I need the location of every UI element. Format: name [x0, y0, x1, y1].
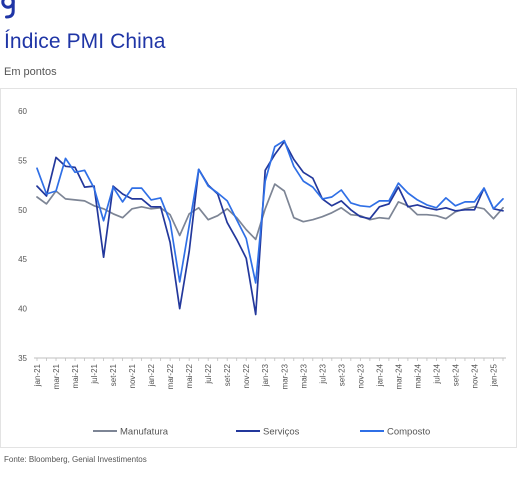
x-tick-label: jan-24 [375, 363, 384, 387]
y-tick-label: 60 [18, 107, 27, 116]
page-title: Índice PMI China [4, 30, 166, 53]
y-tick-label: 55 [18, 156, 27, 165]
x-tick-label: set-23 [337, 363, 346, 386]
x-tick-label: jul-23 [318, 363, 327, 384]
legend-label: Serviços [263, 427, 300, 438]
x-tick-label: jan-21 [33, 363, 42, 387]
chart-legend: Manufatura Serviços Composto [93, 427, 430, 438]
y-tick-label: 50 [18, 206, 27, 215]
series-line-servicos [36, 140, 504, 316]
chart-subtitle: Em pontos [4, 66, 57, 78]
chart-frame [0, 88, 517, 448]
x-tick-label: mar-23 [280, 363, 289, 389]
x-tick-label: mai-21 [71, 363, 80, 388]
x-tick-label: jan-25 [489, 363, 498, 387]
x-tick-label: jan-22 [147, 363, 156, 387]
x-tick-label: set-24 [451, 363, 460, 386]
legend-label: Composto [387, 427, 430, 438]
x-tick-label: nov-21 [128, 363, 137, 388]
x-tick-label: mar-24 [394, 363, 403, 389]
y-tick-label: 45 [18, 255, 27, 264]
x-tick-label: set-21 [109, 363, 118, 386]
x-tick-label: jul-24 [432, 363, 441, 384]
series-layer [36, 139, 504, 316]
y-tick-label: 40 [18, 305, 27, 314]
x-tick-label: jan-23 [261, 363, 270, 387]
x-tick-label: nov-24 [470, 363, 479, 388]
x-tick-label: mar-22 [166, 363, 175, 389]
source-note: Fonte: Bloomberg, Genial Investimentos [4, 455, 147, 464]
x-tick-label: nov-23 [356, 363, 365, 388]
y-axis: 35 40 45 50 55 60 [18, 107, 27, 363]
x-tick-label: mar-21 [52, 363, 61, 389]
x-axis: jan-21 mar-21 mai-21 jul-21 set-21 nov-21 jan-… [33, 357, 506, 389]
x-tick-label: jul-22 [204, 363, 213, 384]
x-tick-label: mai-24 [413, 363, 422, 388]
x-tick-label: set-22 [223, 363, 232, 386]
series-line-manufatura [36, 183, 504, 241]
x-tick-label: nov-22 [242, 363, 251, 388]
x-tick-label: mai-22 [185, 363, 194, 388]
genial-logo [1, 0, 15, 19]
x-tick-label: jul-21 [90, 363, 99, 384]
y-tick-label: 35 [18, 354, 27, 363]
series-line-composto [36, 139, 504, 284]
legend-label: Manufatura [120, 427, 169, 438]
x-tick-label: mai-23 [299, 363, 308, 388]
